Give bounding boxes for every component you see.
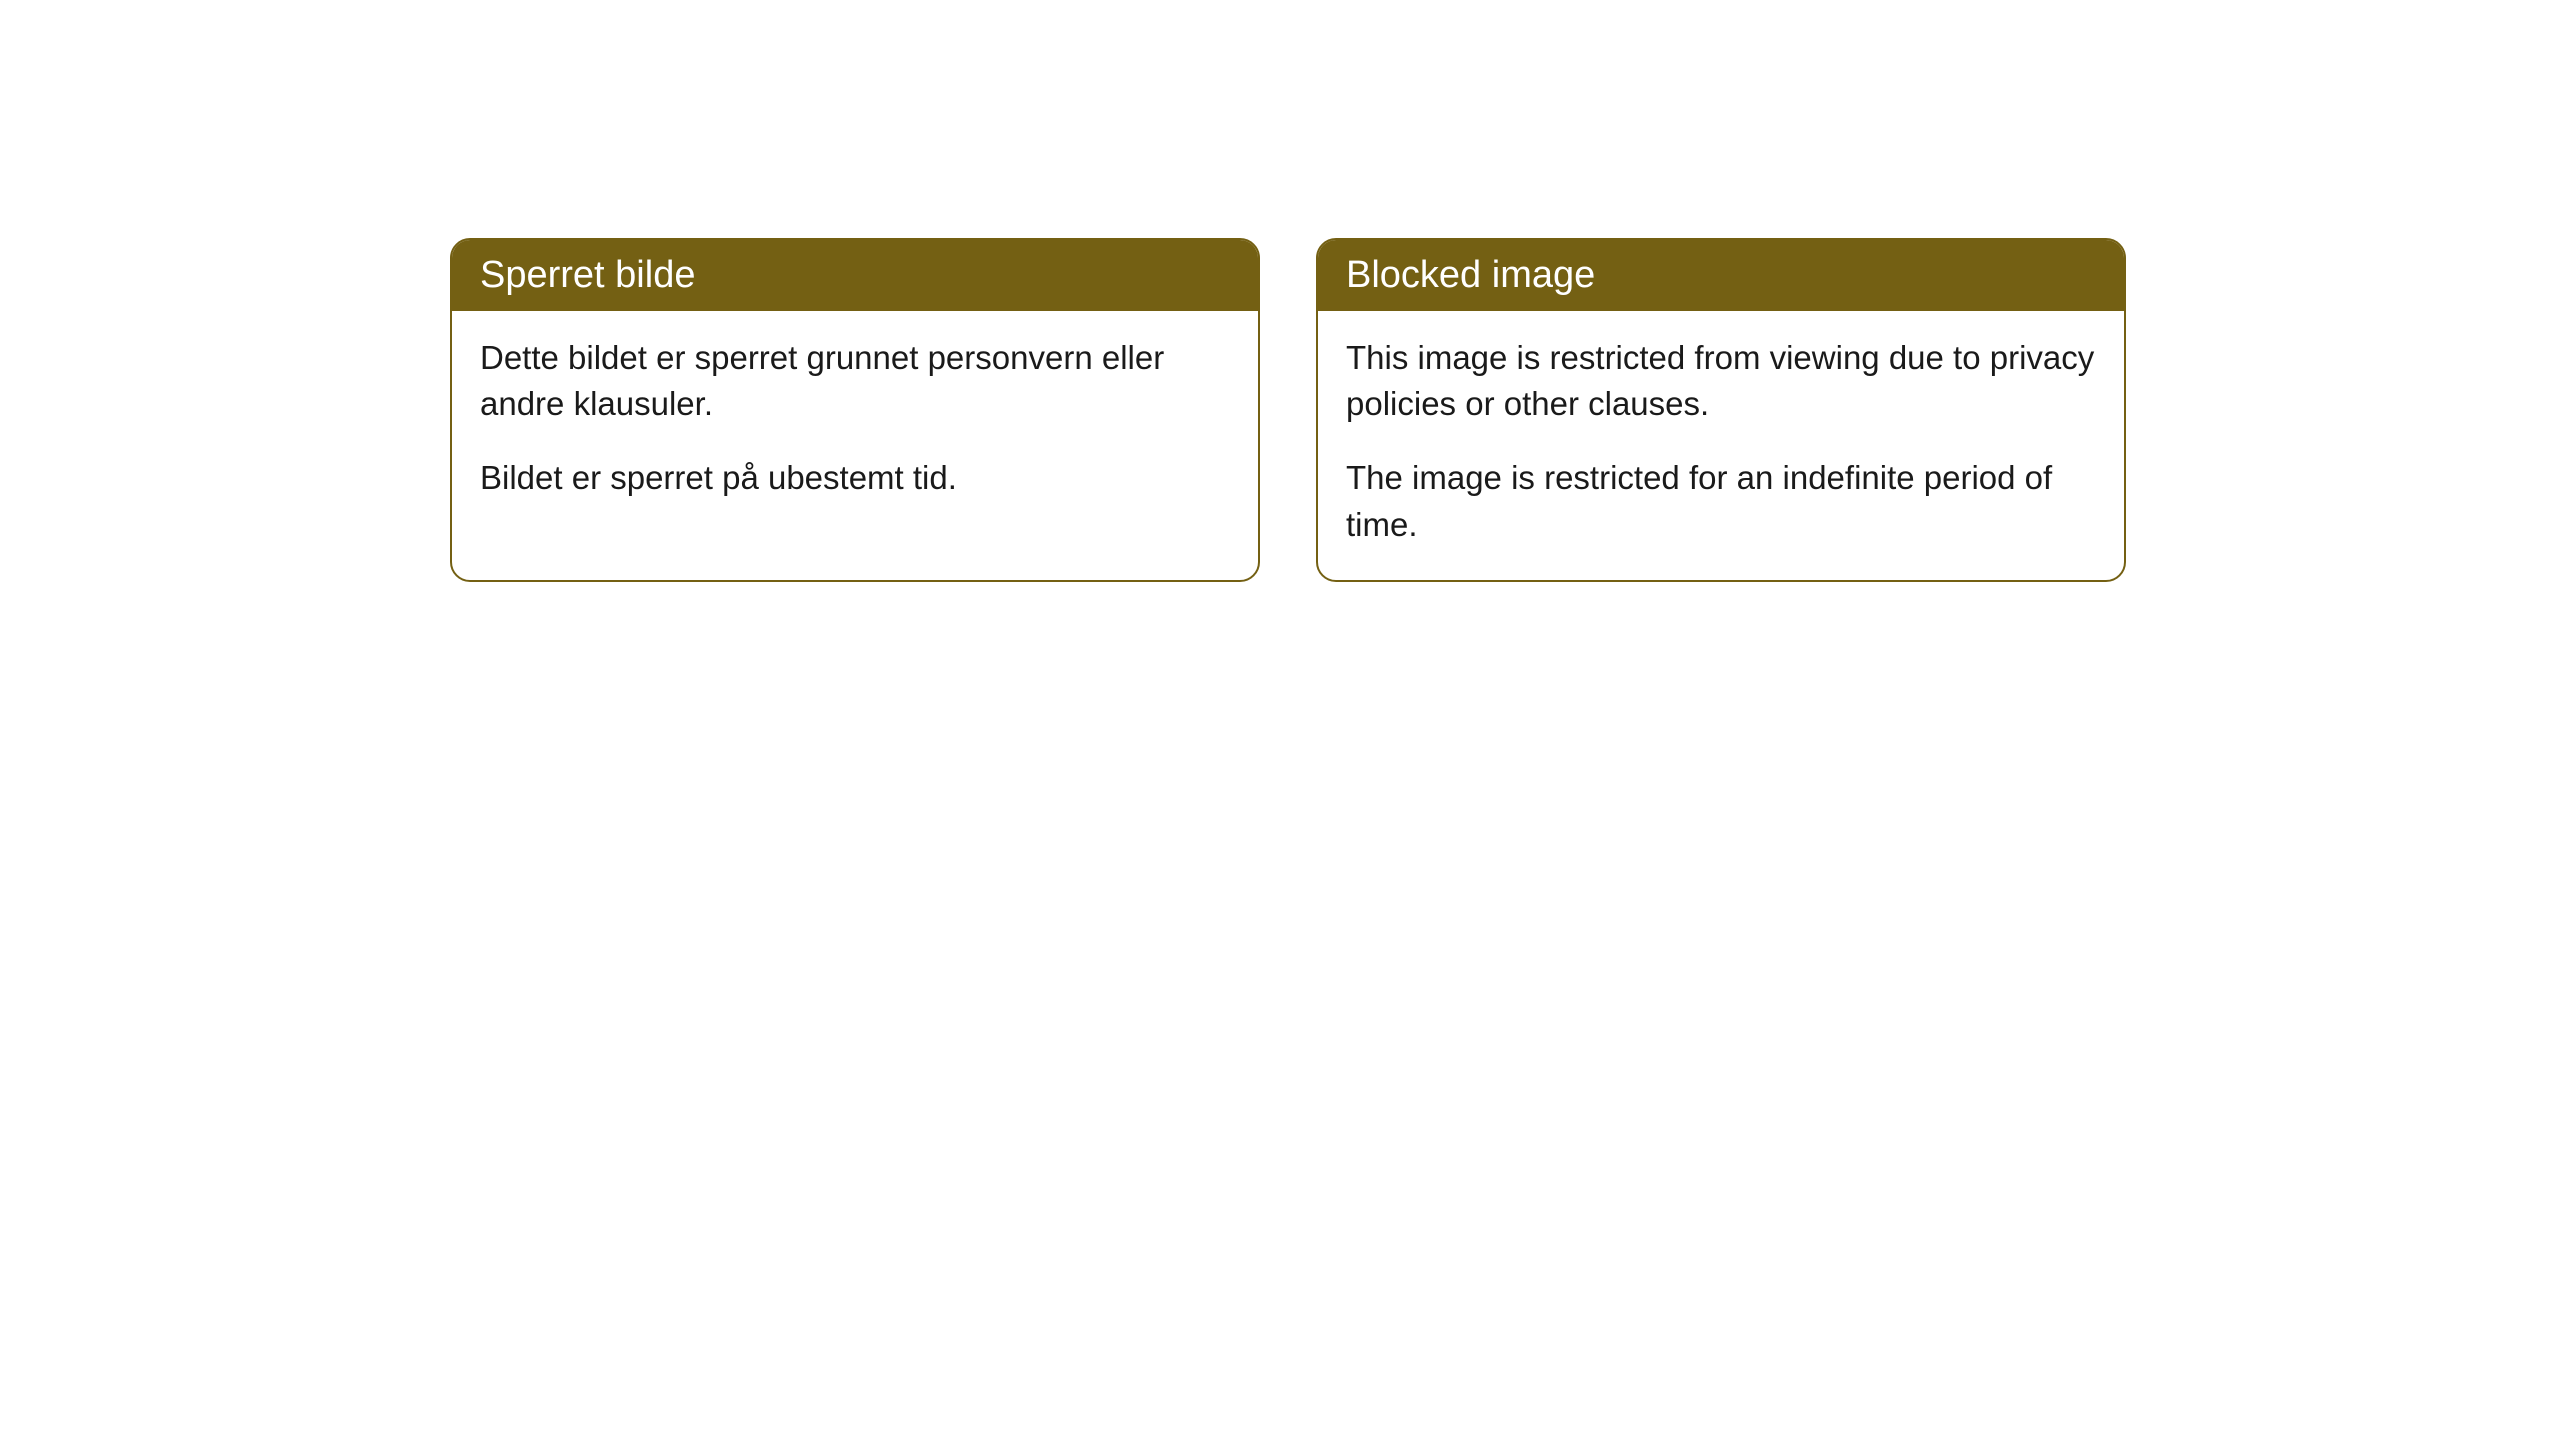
card-english-title: Blocked image [1346, 254, 1595, 296]
card-norwegian-title: Sperret bilde [480, 254, 695, 296]
card-english-header: Blocked image [1318, 240, 2124, 311]
card-english: Blocked image This image is restricted f… [1316, 238, 2126, 582]
card-norwegian-paragraph-2: Bildet er sperret på ubestemt tid. [480, 455, 1230, 501]
card-english-paragraph-1: This image is restricted from viewing du… [1346, 335, 2096, 427]
card-english-body: This image is restricted from viewing du… [1318, 311, 2124, 580]
card-norwegian-header: Sperret bilde [452, 240, 1258, 311]
card-norwegian-body: Dette bildet er sperret grunnet personve… [452, 311, 1258, 534]
card-norwegian-paragraph-1: Dette bildet er sperret grunnet personve… [480, 335, 1230, 427]
cards-container: Sperret bilde Dette bildet er sperret gr… [450, 238, 2126, 582]
card-norwegian: Sperret bilde Dette bildet er sperret gr… [450, 238, 1260, 582]
card-english-paragraph-2: The image is restricted for an indefinit… [1346, 455, 2096, 547]
